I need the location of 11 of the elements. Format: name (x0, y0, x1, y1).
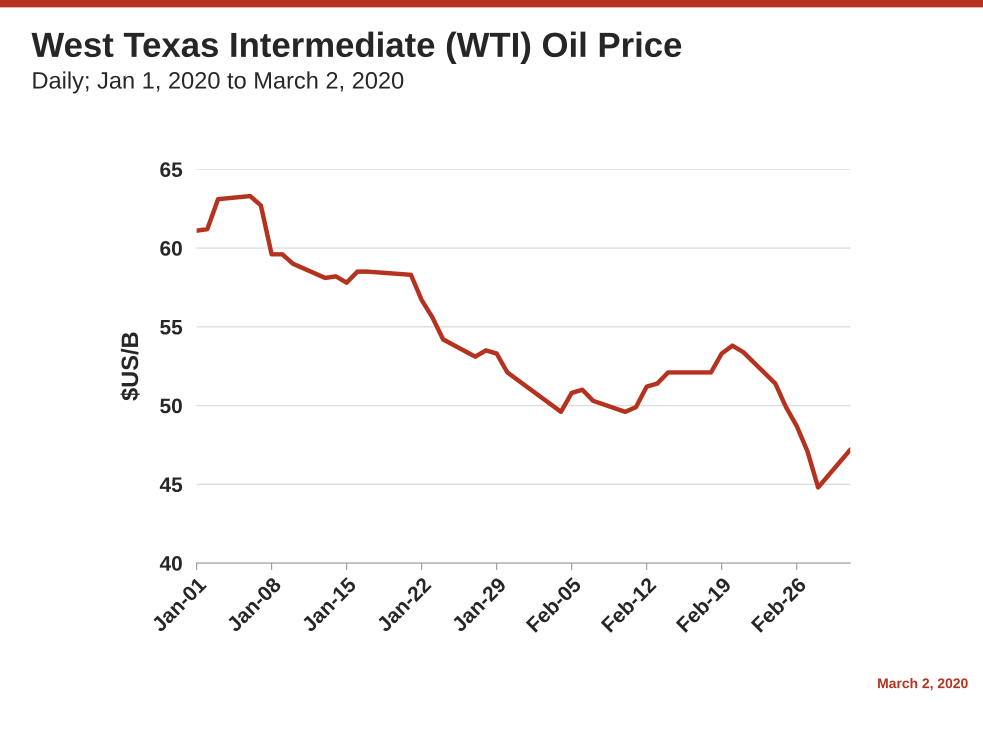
y-tick-label: 55 (160, 320, 182, 335)
chart-title: West Texas Intermediate (WTI) Oil Price (31, 32, 682, 64)
text: March 2, 2020 (878, 678, 968, 690)
y-axis-title: $US/B (120, 332, 140, 401)
chart-subtitle: Daily; Jan 1, 2020 to March 2, 2020 (33, 71, 404, 94)
y-tick-label: 45 (160, 478, 182, 492)
y-tick-label: 50 (160, 398, 182, 414)
line-series (196, 194, 850, 490)
y-tick-label: 40 (160, 556, 182, 571)
y-tick-label: 65 (160, 162, 182, 178)
y-tick-label: 60 (160, 241, 182, 256)
